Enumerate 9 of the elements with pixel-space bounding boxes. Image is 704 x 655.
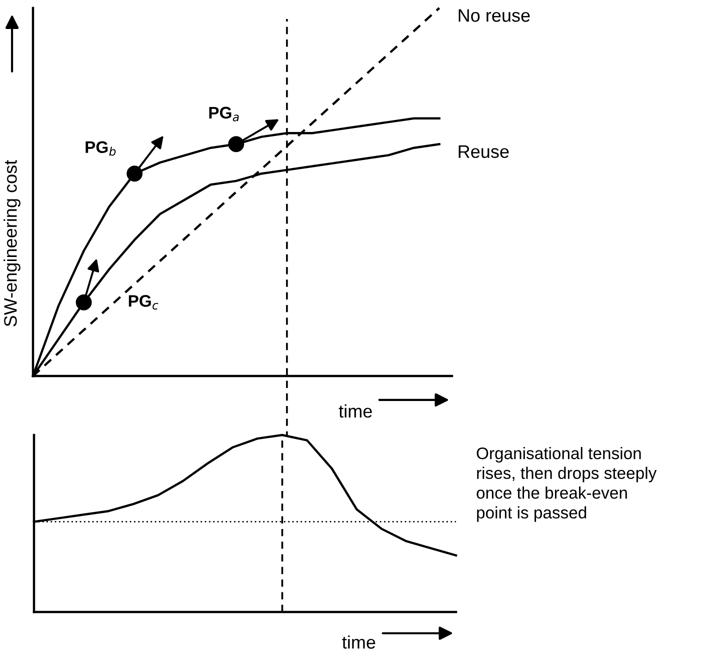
annotation: PG$_{a}$ [209,106,239,122]
x-axis-title: time [338,404,372,418]
y-axis-title: SW-engineering cost [4,160,20,326]
annotation: PG$_{c}$ [128,295,158,310]
x-axis-title: time [342,635,376,649]
series-label: Reuse [458,145,509,158]
series-label: No reuse [458,9,530,22]
text: Organisational tension rises, then drops steeply once the break-even point is passed [476,447,657,522]
annotation: PG$_{b}$ [86,141,116,156]
